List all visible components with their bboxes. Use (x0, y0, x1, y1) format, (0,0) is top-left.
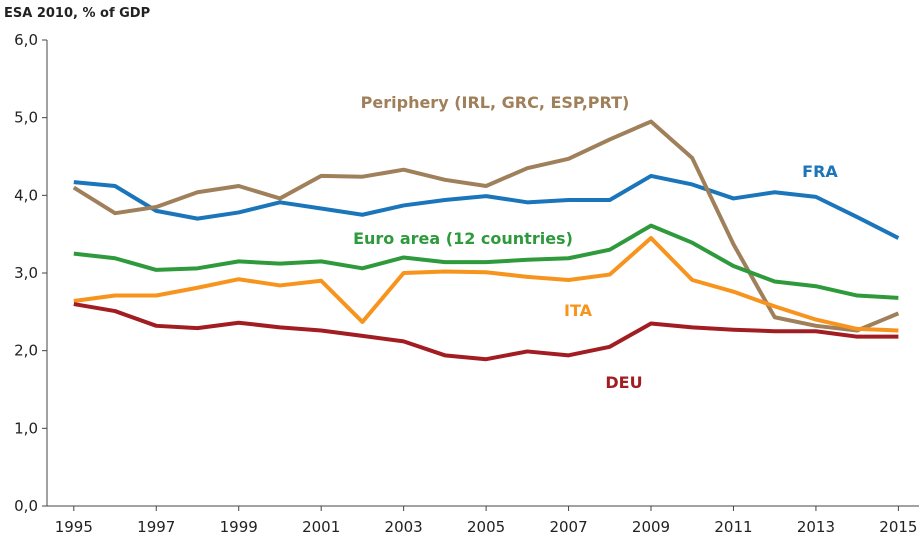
y-tick-label: 3,0 (14, 264, 38, 282)
y-tick-label: 1,0 (14, 419, 38, 437)
y-tick-label: 2,0 (14, 342, 38, 360)
x-tick-label: 2003 (385, 518, 423, 536)
y-tick-label: 4,0 (14, 186, 38, 204)
series-label: DEU (605, 373, 642, 392)
x-tick-label: 2005 (467, 518, 505, 536)
y-tick-label: 6,0 (14, 31, 38, 49)
x-tick-label: 1997 (137, 518, 175, 536)
y-tick-label: 5,0 (14, 109, 38, 127)
series-label: Euro area (12 countries) (353, 229, 573, 248)
x-tick-label: 2007 (549, 518, 587, 536)
x-tick-label: 1999 (220, 518, 258, 536)
x-tick-label: 2001 (302, 518, 340, 536)
series-label: Periphery (IRL, GRC, ESP,PRT) (361, 93, 630, 112)
series-line (73, 223, 899, 300)
series-line (73, 302, 899, 362)
y-tick-label: 0,0 (14, 497, 38, 515)
x-tick-label: 2011 (714, 518, 752, 536)
series-line (72, 119, 900, 333)
series-line (73, 236, 899, 333)
chart-title: ESA 2010, % of GDP (4, 6, 150, 21)
series-label: FRA (802, 162, 838, 181)
x-tick-label: 2013 (797, 518, 835, 536)
series-label: ITA (564, 301, 593, 320)
x-tick-label: 2015 (879, 518, 917, 536)
x-tick-label: 1995 (55, 518, 93, 536)
series-line (73, 173, 900, 240)
x-tick-label: 2009 (632, 518, 670, 536)
